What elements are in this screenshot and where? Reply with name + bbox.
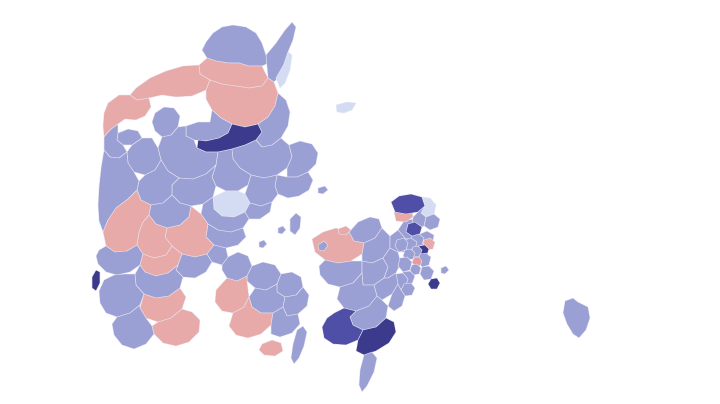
region-islet-endelave[interactable] bbox=[259, 240, 267, 248]
region-laesoe[interactable] bbox=[336, 102, 356, 113]
region-guldborgsund[interactable] bbox=[356, 318, 396, 355]
region-fanoe[interactable] bbox=[92, 270, 100, 291]
region-fredensborg[interactable] bbox=[424, 214, 440, 230]
region-islet-vensyssel-tip[interactable] bbox=[276, 52, 292, 88]
region-dragoer[interactable] bbox=[428, 278, 440, 289]
region-svendborg[interactable] bbox=[271, 307, 300, 337]
region-hoeje-taastrup[interactable] bbox=[398, 257, 412, 272]
municipality-layer bbox=[92, 22, 590, 392]
region-bornholm[interactable] bbox=[563, 298, 590, 338]
region-islet-sejeroe[interactable] bbox=[318, 241, 328, 251]
region-islet-tunoe[interactable] bbox=[278, 226, 286, 234]
region-southjutland-coast[interactable] bbox=[112, 305, 154, 349]
region-islet-saltholm[interactable] bbox=[441, 266, 449, 274]
region-aeroe[interactable] bbox=[259, 340, 283, 356]
region-thisted[interactable] bbox=[103, 95, 151, 137]
region-islet-anholt[interactable] bbox=[318, 186, 328, 194]
region-samsoe[interactable] bbox=[290, 213, 301, 235]
region-islet-fejoe[interactable] bbox=[338, 226, 351, 235]
region-langeland[interactable] bbox=[291, 326, 307, 364]
region-stevns[interactable] bbox=[388, 284, 405, 311]
region-moen-tail[interactable] bbox=[359, 352, 377, 392]
